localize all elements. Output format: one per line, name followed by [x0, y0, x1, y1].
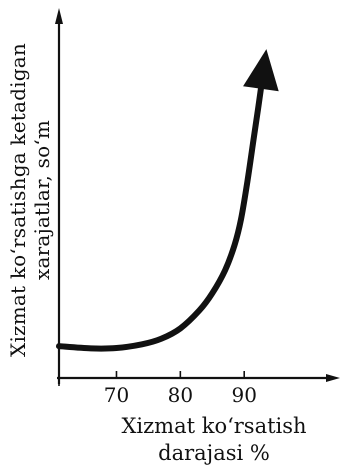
x-tick-label-70: 70 [104, 383, 129, 407]
series-layer [59, 49, 279, 348]
y-axis-label-line-2: xarajatlar, so‘m [30, 10, 54, 390]
series-line-0 [59, 71, 263, 349]
x-axis-label-line-2: darajasi % [108, 440, 320, 467]
x-axis-ticks: 70 80 90 [59, 371, 257, 407]
series-arrowhead-0 [243, 49, 279, 91]
x-axis-arrowhead [326, 374, 340, 382]
axes [55, 8, 340, 384]
x-tick-label-90: 90 [231, 383, 256, 407]
x-axis-label: Xizmat ko‘rsatish darajasi % [108, 413, 320, 467]
x-tick-label-80: 80 [168, 383, 193, 407]
y-axis-label: Xizmat ko‘rsatishga ketadigan xarajatlar… [6, 10, 56, 390]
y-axis-label-line-1: Xizmat ko‘rsatishga ketadigan [6, 10, 30, 390]
x-axis-label-line-1: Xizmat ko‘rsatish [108, 413, 320, 440]
y-axis-arrowhead [55, 8, 63, 24]
